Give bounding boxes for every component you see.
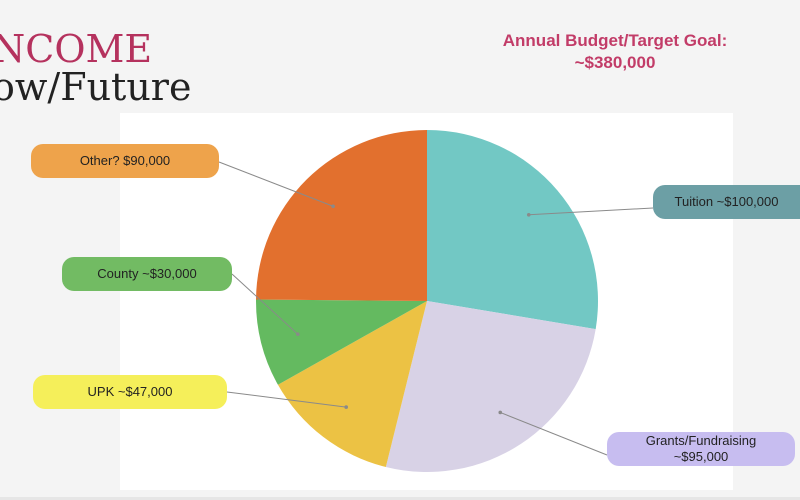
callout-grants-line-2: ~$95,000	[673, 449, 729, 464]
callout-upk: UPK ~$47,000	[33, 375, 227, 409]
slide-title: NCOME ow/Future	[0, 30, 191, 106]
callout-grants: Grants/Fundraising ~$95,000	[607, 432, 795, 466]
callout-county: County ~$30,000	[62, 257, 232, 291]
callout-grants-line-1: Grants/Fundraising	[645, 433, 757, 448]
callout-tuition: Tuition ~$100,000	[653, 185, 800, 219]
leader-other	[218, 161, 334, 207]
callout-tuition-text: Tuition ~$100,000	[674, 194, 779, 209]
leader-grants	[500, 411, 608, 456]
slide-title-line-2: ow/Future	[0, 65, 192, 109]
callout-other: Other? $90,000	[31, 144, 219, 178]
leader-tuition	[528, 207, 654, 216]
leader-upk	[226, 391, 347, 408]
slide-title-line-1: NCOME	[0, 27, 153, 71]
callout-leader-lines	[218, 161, 654, 456]
slide-bottom-divider	[0, 497, 800, 500]
budget-goal-value: ~$380,000	[574, 53, 656, 72]
leader-tuition-dot	[526, 212, 531, 217]
leader-upk-dot	[344, 405, 348, 409]
pie-slices	[256, 130, 598, 472]
callout-other-text: Other? $90,000	[79, 153, 171, 168]
leader-grants-dot	[498, 410, 503, 415]
pie-slice-3	[256, 299, 427, 385]
callout-upk-text: UPK ~$47,000	[87, 384, 173, 399]
budget-goal: Annual Budget/Target Goal: ~$380,000	[460, 30, 770, 74]
pie-slice-1	[385, 301, 596, 472]
budget-goal-label: Annual Budget/Target Goal:	[502, 31, 728, 50]
leader-county	[231, 273, 299, 335]
leader-other-dot	[331, 204, 335, 209]
pie-slice-4	[256, 130, 427, 301]
callout-county-text: County ~$30,000	[97, 266, 197, 281]
leader-county-dot	[296, 332, 300, 337]
pie-slice-0	[427, 130, 598, 330]
pie-slice-2	[277, 301, 427, 467]
